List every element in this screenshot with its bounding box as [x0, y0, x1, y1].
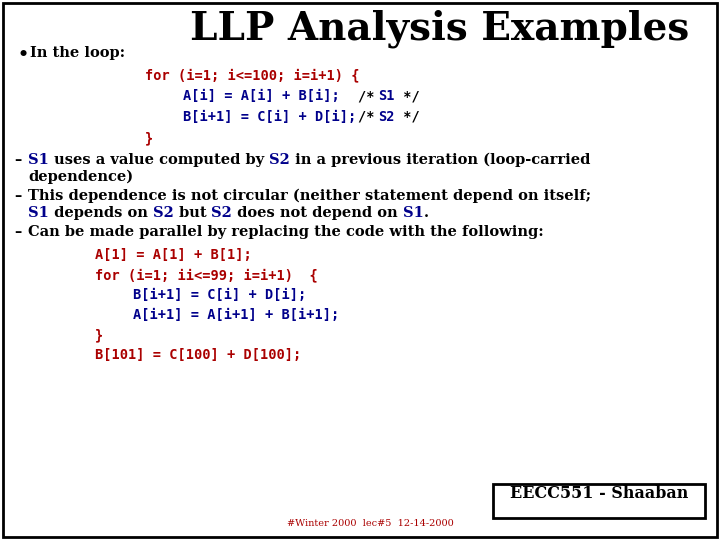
Text: #Winter 2000  lec#5  12-14-2000: #Winter 2000 lec#5 12-14-2000 — [287, 519, 454, 528]
Text: /*: /* — [358, 110, 383, 124]
Text: S1: S1 — [28, 206, 49, 220]
Text: .: . — [424, 206, 429, 220]
Text: Can be made parallel by replacing the code with the following:: Can be made parallel by replacing the co… — [28, 225, 544, 239]
Text: A[i+1] = A[i+1] + B[i+1];: A[i+1] = A[i+1] + B[i+1]; — [133, 308, 339, 322]
Text: In the loop:: In the loop: — [30, 46, 125, 60]
Text: –: – — [14, 153, 22, 167]
Text: for (i=1; ii<=99; i=i+1)  {: for (i=1; ii<=99; i=i+1) { — [95, 268, 318, 282]
Text: –: – — [14, 225, 22, 239]
Text: S2: S2 — [378, 110, 395, 124]
Text: S1: S1 — [28, 153, 49, 167]
Text: S1: S1 — [403, 206, 424, 220]
Text: LLP Analysis Examples: LLP Analysis Examples — [190, 10, 690, 49]
Text: This dependence is not circular (neither statement depend on itself;: This dependence is not circular (neither… — [28, 189, 591, 204]
Text: B[i+1] = C[i] + D[i];: B[i+1] = C[i] + D[i]; — [183, 110, 356, 124]
Text: S2: S2 — [153, 206, 174, 220]
Text: does not depend on: does not depend on — [233, 206, 403, 220]
Text: A[1] = A[1] + B[1];: A[1] = A[1] + B[1]; — [95, 248, 252, 262]
Text: /*: /* — [358, 89, 383, 103]
Text: •: • — [18, 46, 29, 63]
Text: dependence): dependence) — [28, 170, 133, 184]
Text: A[i] = A[i] + B[i];: A[i] = A[i] + B[i]; — [183, 89, 340, 103]
Text: depends on: depends on — [49, 206, 153, 220]
Text: S2: S2 — [212, 206, 233, 220]
Text: but: but — [174, 206, 212, 220]
Text: }: } — [95, 328, 103, 342]
Text: */: */ — [395, 110, 420, 124]
Text: for (i=1; i<=100; i=i+1) {: for (i=1; i<=100; i=i+1) { — [145, 68, 359, 82]
Bar — [493, 484, 705, 518]
Text: B[i+1] = C[i] + D[i];: B[i+1] = C[i] + D[i]; — [133, 288, 306, 302]
Text: B[101] = C[100] + D[100];: B[101] = C[100] + D[100]; — [95, 348, 301, 362]
Text: uses a value computed by: uses a value computed by — [49, 153, 269, 167]
Text: S2: S2 — [269, 153, 290, 167]
Text: –: – — [14, 189, 22, 203]
Text: in a previous iteration (loop-carried: in a previous iteration (loop-carried — [290, 153, 590, 167]
Text: S1: S1 — [378, 89, 395, 103]
Text: EECC551 - Shaaban: EECC551 - Shaaban — [510, 485, 688, 502]
Text: */: */ — [395, 89, 420, 103]
Text: }: } — [145, 131, 153, 145]
